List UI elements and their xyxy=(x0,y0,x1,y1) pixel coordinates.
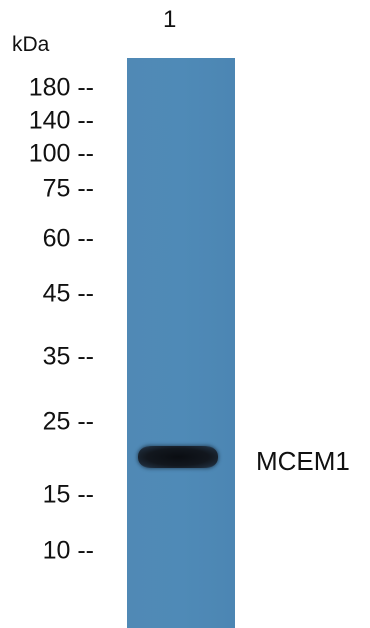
marker-180: 180 -- xyxy=(28,73,94,102)
protein-band xyxy=(138,446,218,468)
marker-60: 60 -- xyxy=(42,224,94,253)
band-label: MCEM1 xyxy=(256,446,350,476)
marker-10: 10 -- xyxy=(42,536,94,565)
unit-label: kDa xyxy=(12,33,50,56)
marker-15: 15 -- xyxy=(42,480,94,509)
marker-100: 100 -- xyxy=(28,139,94,168)
marker-25: 25 -- xyxy=(42,407,94,436)
marker-45: 45 -- xyxy=(42,279,94,308)
marker-35: 35 -- xyxy=(42,342,94,371)
lane-number: 1 xyxy=(163,6,177,33)
blot-lane xyxy=(127,58,235,628)
marker-75: 75 -- xyxy=(42,174,94,203)
marker-140: 140 -- xyxy=(28,106,94,135)
